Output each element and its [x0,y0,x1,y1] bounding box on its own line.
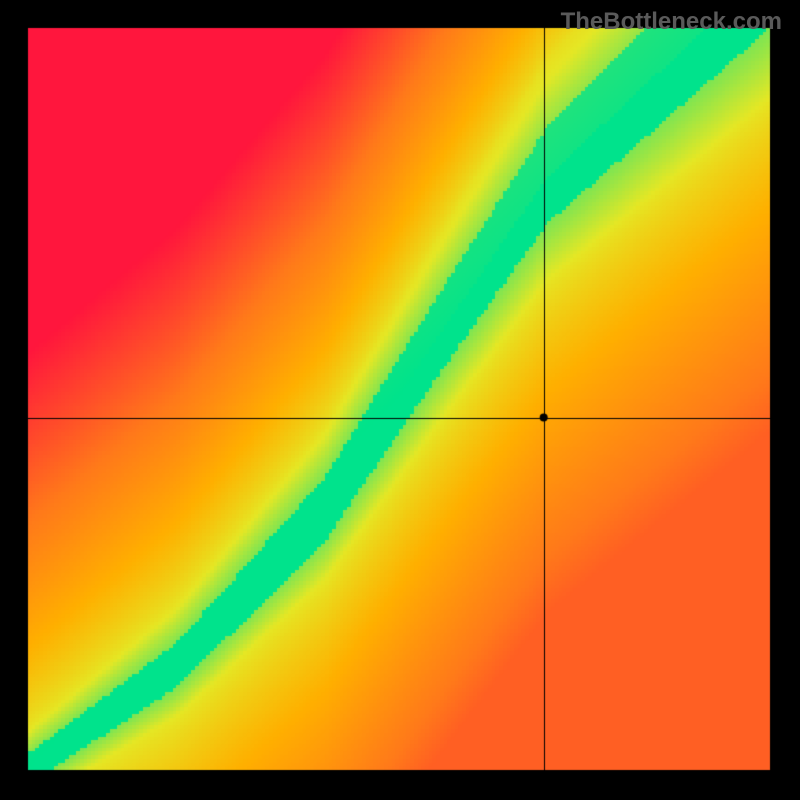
bottleneck-heatmap [0,0,800,800]
source-attribution: TheBottleneck.com [561,8,782,36]
